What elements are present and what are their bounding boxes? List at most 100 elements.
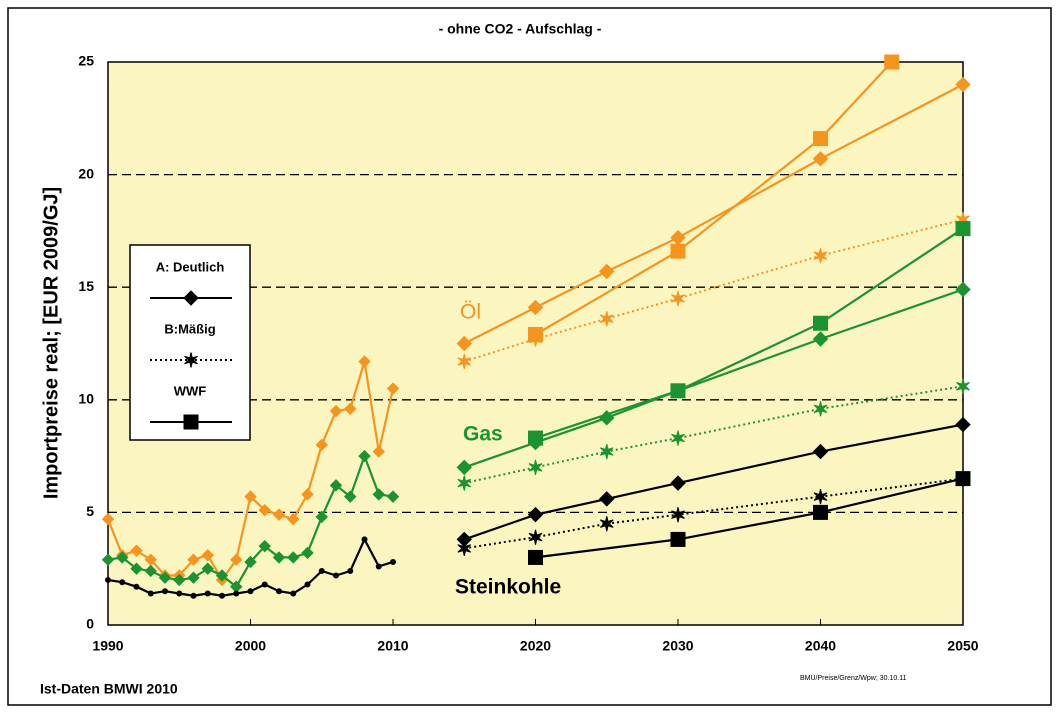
marker-square xyxy=(528,549,543,565)
marker-diamond xyxy=(244,490,257,503)
marker-dot xyxy=(176,590,183,597)
marker-diamond xyxy=(812,443,829,460)
marker-diamond xyxy=(158,571,172,584)
marker-diamond xyxy=(344,402,357,416)
marker-dot xyxy=(119,579,126,586)
marker-diamond xyxy=(301,488,314,501)
marker-dot xyxy=(375,563,382,570)
marker-diamond xyxy=(215,569,229,582)
marker-diamond xyxy=(287,551,300,564)
marker-diamond xyxy=(386,382,400,395)
marker-star xyxy=(956,378,970,394)
x-tick-label: 2020 xyxy=(520,638,551,654)
marker-diamond xyxy=(456,459,472,476)
series-line xyxy=(535,227,964,440)
marker-diamond xyxy=(258,503,271,517)
marker-square xyxy=(670,383,686,399)
legend-box xyxy=(129,244,251,441)
marker-diamond xyxy=(670,475,686,491)
marker-dot xyxy=(304,581,311,588)
marker-diamond xyxy=(456,335,472,352)
marker-diamond xyxy=(144,564,157,578)
marker-diamond xyxy=(130,562,143,575)
marker-star xyxy=(599,516,614,532)
marker-square xyxy=(813,504,828,520)
series-line xyxy=(463,288,964,469)
frame xyxy=(7,7,1052,706)
marker-star xyxy=(813,488,828,505)
x-tick-label: 2010 xyxy=(377,638,408,654)
marker-diamond xyxy=(173,573,186,587)
marker-square xyxy=(955,471,971,487)
marker-dot xyxy=(361,536,368,543)
marker-diamond xyxy=(101,553,115,566)
marker-star xyxy=(528,529,543,545)
y-axis-label: Importpreise real; [EUR 2009/GJ] xyxy=(40,187,62,499)
legend-label: WWF xyxy=(174,383,207,398)
series-line xyxy=(463,423,964,541)
marker-diamond xyxy=(183,290,199,306)
marker-dot xyxy=(290,590,297,597)
marker-dot xyxy=(219,592,225,599)
marker-diamond xyxy=(258,539,271,553)
marker-dot xyxy=(162,588,168,595)
marker-star xyxy=(813,401,828,417)
marker-square xyxy=(813,315,828,331)
marker-star xyxy=(457,540,472,557)
marker-star xyxy=(671,430,685,446)
marker-square xyxy=(670,243,686,259)
marker-dot xyxy=(147,590,154,597)
marker-diamond xyxy=(372,445,385,458)
marker-square xyxy=(670,531,686,547)
marker-square xyxy=(183,414,199,430)
marker-dot xyxy=(233,590,240,597)
y-tick-label: 15 xyxy=(78,278,94,294)
marker-diamond xyxy=(201,548,214,562)
marker-dot xyxy=(333,572,339,579)
marker-diamond xyxy=(301,546,314,560)
marker-diamond xyxy=(812,151,829,167)
marker-star xyxy=(457,353,472,370)
marker-diamond xyxy=(358,449,371,463)
marker-diamond xyxy=(187,553,200,566)
marker-diamond xyxy=(315,438,328,452)
marker-diamond xyxy=(812,331,829,347)
x-tick-label: 2040 xyxy=(805,638,836,654)
marker-star xyxy=(457,475,472,491)
marker-diamond xyxy=(527,506,544,523)
marker-diamond xyxy=(955,281,971,298)
marker-diamond xyxy=(344,490,357,503)
marker-star xyxy=(184,352,198,368)
marker-dot xyxy=(133,583,140,590)
source: Ist-Daten BMWI 2010 xyxy=(40,681,178,697)
marker-diamond xyxy=(329,479,343,492)
marker-dot xyxy=(347,567,354,574)
marker-diamond xyxy=(372,488,385,501)
marker-diamond xyxy=(527,299,544,316)
marker-square xyxy=(528,326,543,342)
marker-diamond xyxy=(386,490,400,503)
y-tick-label: 25 xyxy=(78,53,94,69)
marker-dot xyxy=(204,590,211,597)
marker-dot xyxy=(318,567,325,574)
marker-dot xyxy=(105,576,111,583)
series-line xyxy=(534,61,893,336)
marker-diamond xyxy=(230,553,243,566)
series-line xyxy=(463,218,964,363)
annotation: Steinkohle xyxy=(455,576,561,599)
y-tick-label: 20 xyxy=(78,165,94,181)
annotation: Öl xyxy=(460,301,481,324)
marker-square xyxy=(528,430,543,446)
y-tick-label: 10 xyxy=(78,391,94,407)
marker-diamond xyxy=(358,355,371,368)
marker-star xyxy=(671,507,685,523)
marker-diamond xyxy=(955,416,971,433)
series-line xyxy=(464,477,964,550)
marker-diamond xyxy=(272,551,286,564)
marker-diamond xyxy=(244,555,257,569)
marker-diamond xyxy=(955,76,971,93)
footnote: BMU/Preise/Grenz/Wpw; 30.10.11 xyxy=(800,675,907,682)
marker-diamond xyxy=(329,404,343,418)
y-tick-label: 0 xyxy=(86,616,94,632)
